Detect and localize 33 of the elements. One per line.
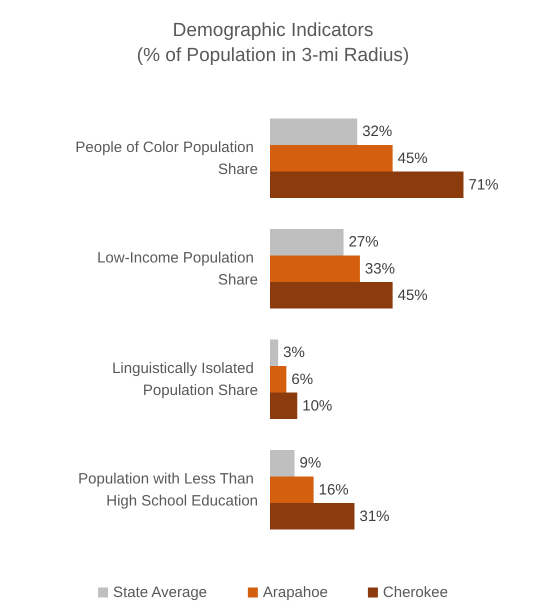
chart-title: Demographic Indicators: [172, 20, 374, 41]
data-label: 45%: [398, 286, 428, 304]
y-tick-label: Population with Less Than High School Education: [78, 470, 258, 510]
legend-label: Cherokee: [382, 584, 448, 601]
legend-label: State Average: [113, 584, 208, 601]
bar: [270, 450, 295, 476]
chart-subtitle: (% of Population in 3-mi Radius): [136, 45, 410, 66]
bar: [270, 228, 344, 256]
bar: [270, 118, 358, 145]
data-label: 9%: [300, 454, 322, 472]
data-label: 31%: [359, 508, 390, 525]
bar: [270, 339, 278, 366]
data-label: 33%: [364, 260, 395, 278]
bar: [270, 144, 393, 172]
bar: [270, 366, 286, 393]
bar: [270, 503, 354, 530]
y-tick-label: Linguistically Isolated Population Share: [112, 360, 258, 399]
y-tick-label: People of Color Population Share: [75, 138, 258, 178]
data-label: 32%: [362, 123, 392, 140]
data-label: 3%: [283, 344, 305, 362]
data-label: 16%: [318, 481, 349, 498]
bar: [270, 172, 464, 198]
data-label: 45%: [398, 150, 428, 167]
data-label: 71%: [468, 176, 499, 194]
bar: [270, 255, 360, 282]
y-tick-label: Low-Income Population Share: [97, 249, 258, 288]
data-label: 27%: [348, 234, 379, 251]
bar: [270, 476, 314, 504]
bar: [270, 392, 298, 420]
legend-label: Arapahoe: [262, 584, 328, 601]
data-label: 6%: [291, 370, 314, 388]
bar: [270, 282, 393, 309]
data-label: 10%: [302, 397, 332, 414]
